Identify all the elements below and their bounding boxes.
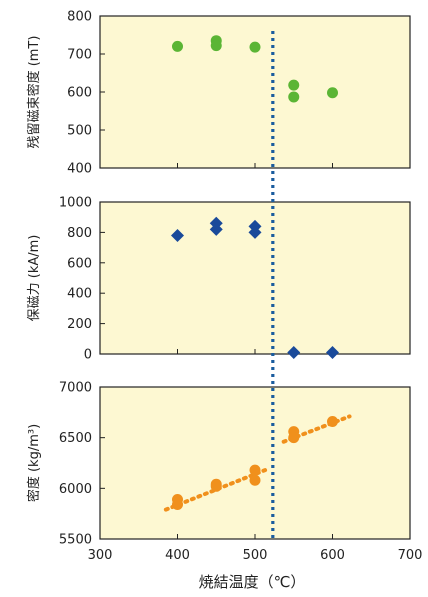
data-point-density — [249, 464, 261, 476]
y-tick-label-remanence: 400 — [67, 162, 92, 177]
data-point-remanence — [288, 79, 300, 91]
y-tick-label-density: 7000 — [59, 381, 92, 396]
data-point-remanence — [172, 40, 183, 52]
y-tick-label-remanence: 800 — [67, 10, 92, 25]
data-point-coercivity — [248, 225, 262, 239]
data-point-remanence — [210, 40, 222, 52]
plot-area-density — [99, 386, 411, 540]
y-tick-label-coercivity: 1000 — [59, 196, 92, 211]
y-tick-label-coercivity: 800 — [67, 226, 92, 241]
y-axis-title-density: 密度 (kg/m³) — [26, 424, 42, 502]
data-point-remanence — [249, 41, 261, 53]
panel-coercivity: 0 200 400 600 800 1000 保磁力 (kA/m) — [27, 196, 411, 363]
y-tick-label-remanence: 600 — [67, 86, 92, 101]
x-axis: 300 400 500 600 700 — [88, 548, 423, 563]
data-point-density — [288, 432, 300, 444]
data-point-remanence — [327, 87, 338, 99]
y-axis-title-coercivity: 保磁力 (kA/m) — [27, 235, 42, 322]
y-tick-label-density: 6500 — [59, 431, 92, 446]
y-tick-label-remanence: 700 — [67, 48, 92, 63]
y-tick-label-coercivity: 600 — [67, 256, 92, 271]
panels-layer: 400 500 600 700 800 残留磁束密度 (mT) 0 200 400 600 800 1… — [26, 10, 411, 548]
data-point-remanence — [288, 91, 300, 103]
plot-area-remanence — [99, 15, 411, 169]
x-tick-label: 600 — [320, 548, 345, 563]
y-tick-label-coercivity: 0 — [84, 348, 92, 363]
data-point-density — [172, 499, 183, 511]
y-tick-label-remanence: 500 — [67, 124, 92, 139]
trendline-density — [281, 414, 352, 444]
x-axis-title: 焼結温度（℃） — [199, 573, 306, 591]
y-axis-title-remanence: 残留磁束密度 (mT) — [26, 36, 42, 149]
data-point-coercivity — [171, 228, 184, 242]
y-tick-label-density: 5500 — [59, 533, 92, 548]
y-tick-label-coercivity: 400 — [67, 287, 92, 302]
data-point-density — [327, 415, 338, 427]
data-point-coercivity — [209, 222, 223, 236]
data-point-coercivity — [287, 345, 301, 359]
data-point-coercivity — [326, 345, 339, 359]
x-tick-label: 400 — [165, 548, 190, 563]
panel-remanence: 400 500 600 700 800 残留磁束密度 (mT) — [26, 10, 411, 177]
data-point-density — [249, 474, 261, 486]
x-tick-label: 300 — [88, 548, 113, 563]
y-tick-label-density: 6000 — [59, 482, 92, 497]
y-tick-label-coercivity: 200 — [67, 317, 92, 332]
x-tick-label: 500 — [243, 548, 268, 563]
x-tick-label: 700 — [398, 548, 423, 563]
panel-density: 5500 6000 6500 7000 密度 (kg/m³) — [26, 381, 411, 548]
data-point-density — [210, 480, 222, 492]
